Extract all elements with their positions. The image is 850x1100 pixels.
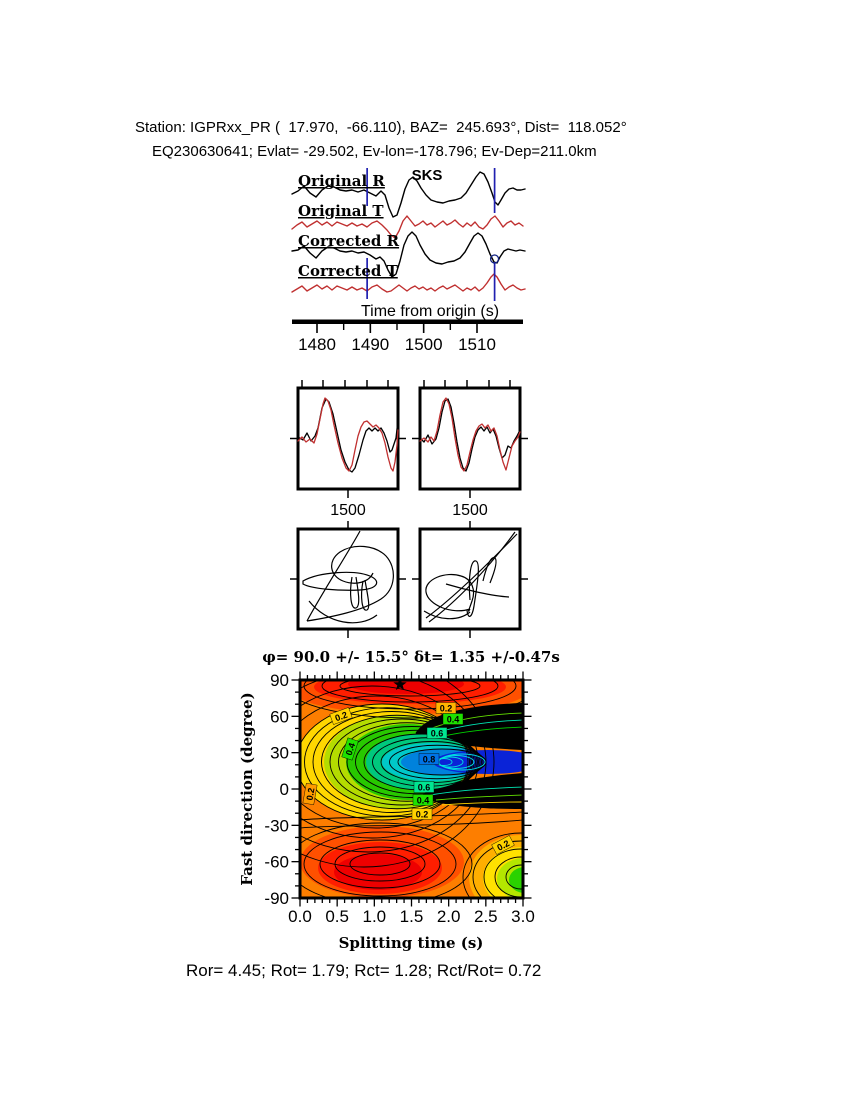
svg-text:1480: 1480 <box>298 335 336 354</box>
result-summary: Ror= 4.45; Rot= 1.79; Rct= 1.28; Rct/Rot… <box>186 961 542 980</box>
svg-text:0.4: 0.4 <box>417 796 430 806</box>
svg-text:1500: 1500 <box>330 502 366 519</box>
contour-ticks <box>291 671 532 907</box>
svg-text:0.2: 0.2 <box>304 787 316 801</box>
svg-text:0.2: 0.2 <box>416 810 429 820</box>
comparison-boxes: 1500 1500 <box>290 380 528 519</box>
station-title: Station: IGPRxx_PR ( 17.970, -66.110), B… <box>135 119 627 136</box>
svg-text:-90: -90 <box>264 889 289 908</box>
contour-annotations: 0.20.40.20.40.60.80.60.40.20.20.2 <box>302 702 515 855</box>
svg-text:30: 30 <box>270 744 289 763</box>
svg-text:-30: -30 <box>264 816 289 835</box>
wave-axis: 1480 1490 1500 1510 <box>292 319 523 354</box>
svg-text:1500: 1500 <box>452 502 488 519</box>
svg-text:90: 90 <box>270 671 289 690</box>
contour-tick-labels: 0.0 0.5 1.0 1.5 2.0 2.5 3.0 90 60 30 0 -30 -60 -90 <box>264 671 534 926</box>
best-fit-star-icon <box>393 677 407 691</box>
contour-frame <box>298 678 525 900</box>
svg-text:1490: 1490 <box>351 335 389 354</box>
trace-label-original-r: Original R <box>298 172 385 190</box>
trace-label-original-t: Original T <box>298 202 384 220</box>
svg-text:0.6: 0.6 <box>431 729 444 739</box>
svg-text:2.0: 2.0 <box>437 907 461 926</box>
svg-text:60: 60 <box>270 707 289 726</box>
contour-ylabel: Fast direction (degree) <box>238 692 256 885</box>
svg-text:1.5: 1.5 <box>400 907 424 926</box>
svg-text:0.4: 0.4 <box>447 715 460 725</box>
phase-label: SKS <box>412 167 443 184</box>
contour-xlabel: Splitting time (s) <box>339 934 484 952</box>
svg-text:3.0: 3.0 <box>511 907 535 926</box>
svg-text:0.2: 0.2 <box>334 710 349 724</box>
svg-text:1510: 1510 <box>458 335 496 354</box>
trace-label-corrected-t: Corrected T <box>298 262 399 280</box>
contour-title: φ= 90.0 +/- 15.5° δt= 1.35 +/-0.47s <box>262 648 560 666</box>
particle-boxes <box>290 521 528 638</box>
svg-text:0.6: 0.6 <box>418 783 431 793</box>
svg-text:0: 0 <box>280 780 289 799</box>
svg-text:0.0: 0.0 <box>288 907 312 926</box>
svg-text:0.8: 0.8 <box>423 755 436 765</box>
svg-text:-60: -60 <box>264 853 289 872</box>
svg-text:0.2: 0.2 <box>440 704 453 714</box>
svg-text:1.0: 1.0 <box>363 907 387 926</box>
event-subtitle: EQ230630641; Evlat= -29.502, Ev-lon=-178… <box>152 143 597 160</box>
contour-panel: φ= 90.0 +/- 15.5° δt= 1.35 +/-0.47s <box>238 648 560 952</box>
time-axis-label: Time from origin (s) <box>361 303 499 320</box>
trace-label-corrected-r: Corrected R <box>298 232 400 250</box>
svg-text:2.5: 2.5 <box>474 907 498 926</box>
svg-text:0.4: 0.4 <box>344 742 357 757</box>
wave-windows <box>366 168 500 301</box>
waveform-panel: 1480 1490 1500 1510 SKS Original R Original… <box>291 167 526 354</box>
svg-text:1500: 1500 <box>405 335 443 354</box>
svg-text:0.5: 0.5 <box>325 907 349 926</box>
